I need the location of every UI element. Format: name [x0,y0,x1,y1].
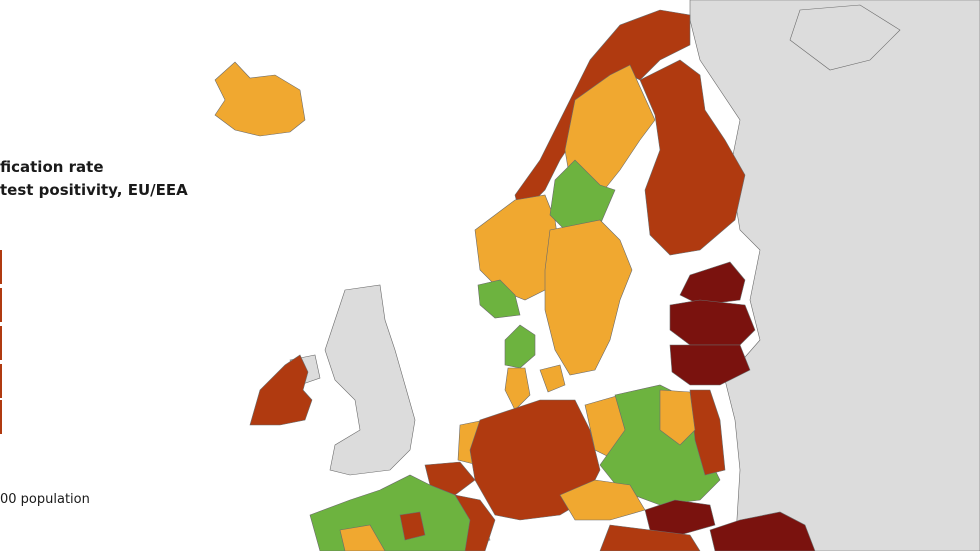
great-britain [324,284,416,476]
legend-swatch [0,250,2,284]
france-east [454,494,496,551]
hungary [599,524,701,551]
estonia [679,261,746,306]
iceland [214,61,306,137]
russia-north [789,4,901,71]
france-center [399,511,426,541]
romania [709,511,816,551]
denmark [504,324,536,369]
russia-land [689,0,980,551]
legend-swatch [0,326,2,360]
legend-swatch [0,288,2,322]
norway-southwest [477,279,521,319]
legend-swatch [0,364,2,398]
belgium [424,461,476,496]
poland-northeast [659,389,696,446]
sweden-south [544,219,633,376]
legend-title-line1: fication rate [0,158,104,176]
legend-title-line2: test positivity, EU/EEA [0,181,188,199]
sweden-north [564,64,656,196]
sweden-central [549,159,616,236]
legend-note: 00 population [0,492,90,507]
slovakia [644,499,716,536]
denmark-islands [539,364,566,393]
ireland [249,354,313,426]
poland-east [689,389,726,476]
latvia [669,299,756,346]
france-west [339,524,386,551]
finland [639,59,746,256]
legend-swatch [0,400,2,434]
denmark-south [504,367,531,411]
lithuania [669,344,751,386]
